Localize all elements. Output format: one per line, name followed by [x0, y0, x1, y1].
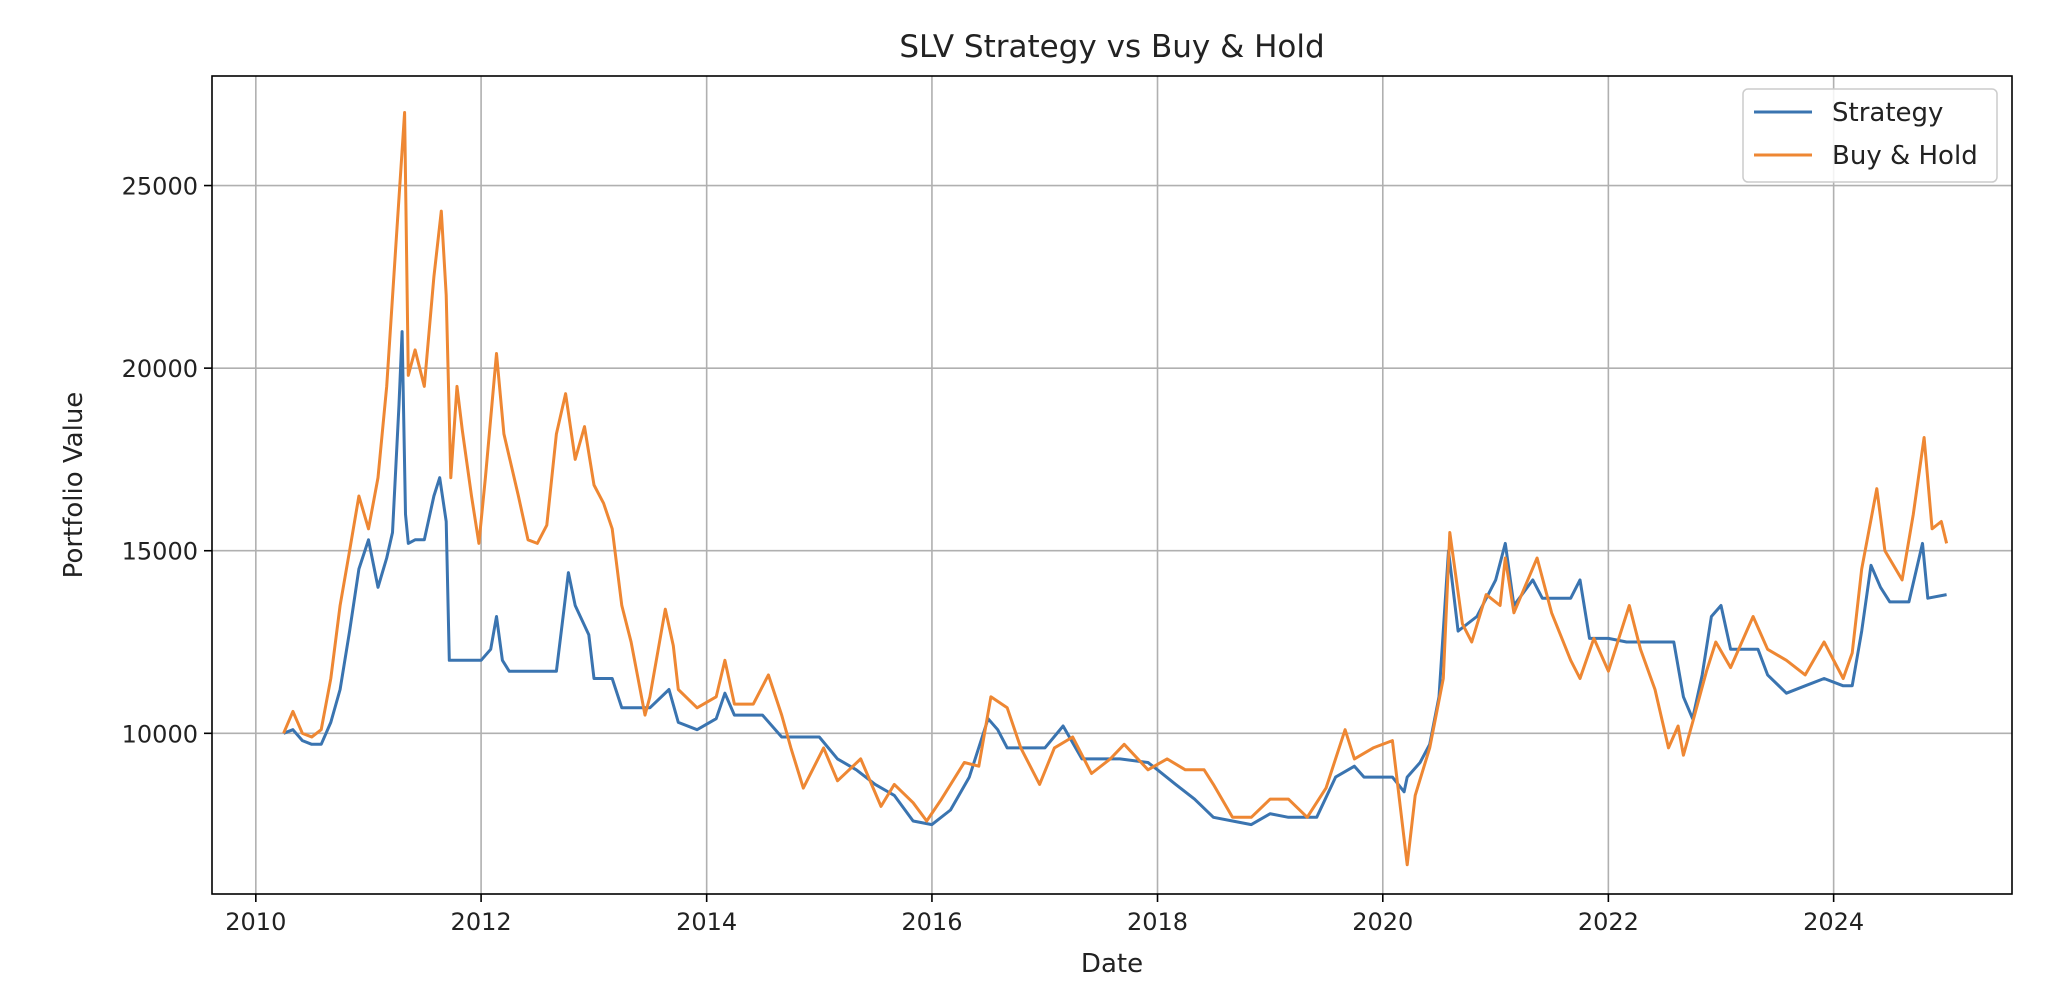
- x-axis-label: Date: [1081, 949, 1143, 979]
- x-axis: 2010 2012 2014 2016 2018 2020 2022 2024: [225, 894, 1864, 936]
- x-tick-label: 2016: [901, 908, 962, 936]
- grid-layer: [212, 76, 2012, 894]
- series-line-buy-hold: [282, 111, 1949, 867]
- x-tick-label: 2020: [1352, 908, 1413, 936]
- legend-label-strategy: Strategy: [1832, 98, 1943, 128]
- chart-title: SLV Strategy vs Buy & Hold: [899, 29, 1324, 65]
- x-tick-label: 2014: [676, 908, 737, 936]
- y-axis-label: Portfolio Value: [59, 392, 89, 579]
- y-axis: 10000 15000 20000 25000: [122, 173, 212, 748]
- plot-frame: [211, 75, 2013, 895]
- x-tick-label: 2024: [1803, 908, 1864, 936]
- x-tick-label: 2010: [225, 908, 286, 936]
- x-tick-label: 2022: [1578, 908, 1639, 936]
- legend-label-buy-hold: Buy & Hold: [1832, 141, 1978, 171]
- y-tick-label: 10000: [122, 720, 198, 748]
- y-tick-label: 20000: [122, 355, 198, 383]
- y-tick-label: 25000: [122, 173, 198, 201]
- x-tick-label: 2012: [451, 908, 512, 936]
- y-tick-label: 15000: [122, 538, 198, 566]
- x-tick-label: 2018: [1127, 908, 1188, 936]
- legend: Strategy Buy & Hold: [1742, 88, 1998, 183]
- series-line-strategy: [283, 330, 1947, 827]
- series-layer: [282, 111, 1949, 867]
